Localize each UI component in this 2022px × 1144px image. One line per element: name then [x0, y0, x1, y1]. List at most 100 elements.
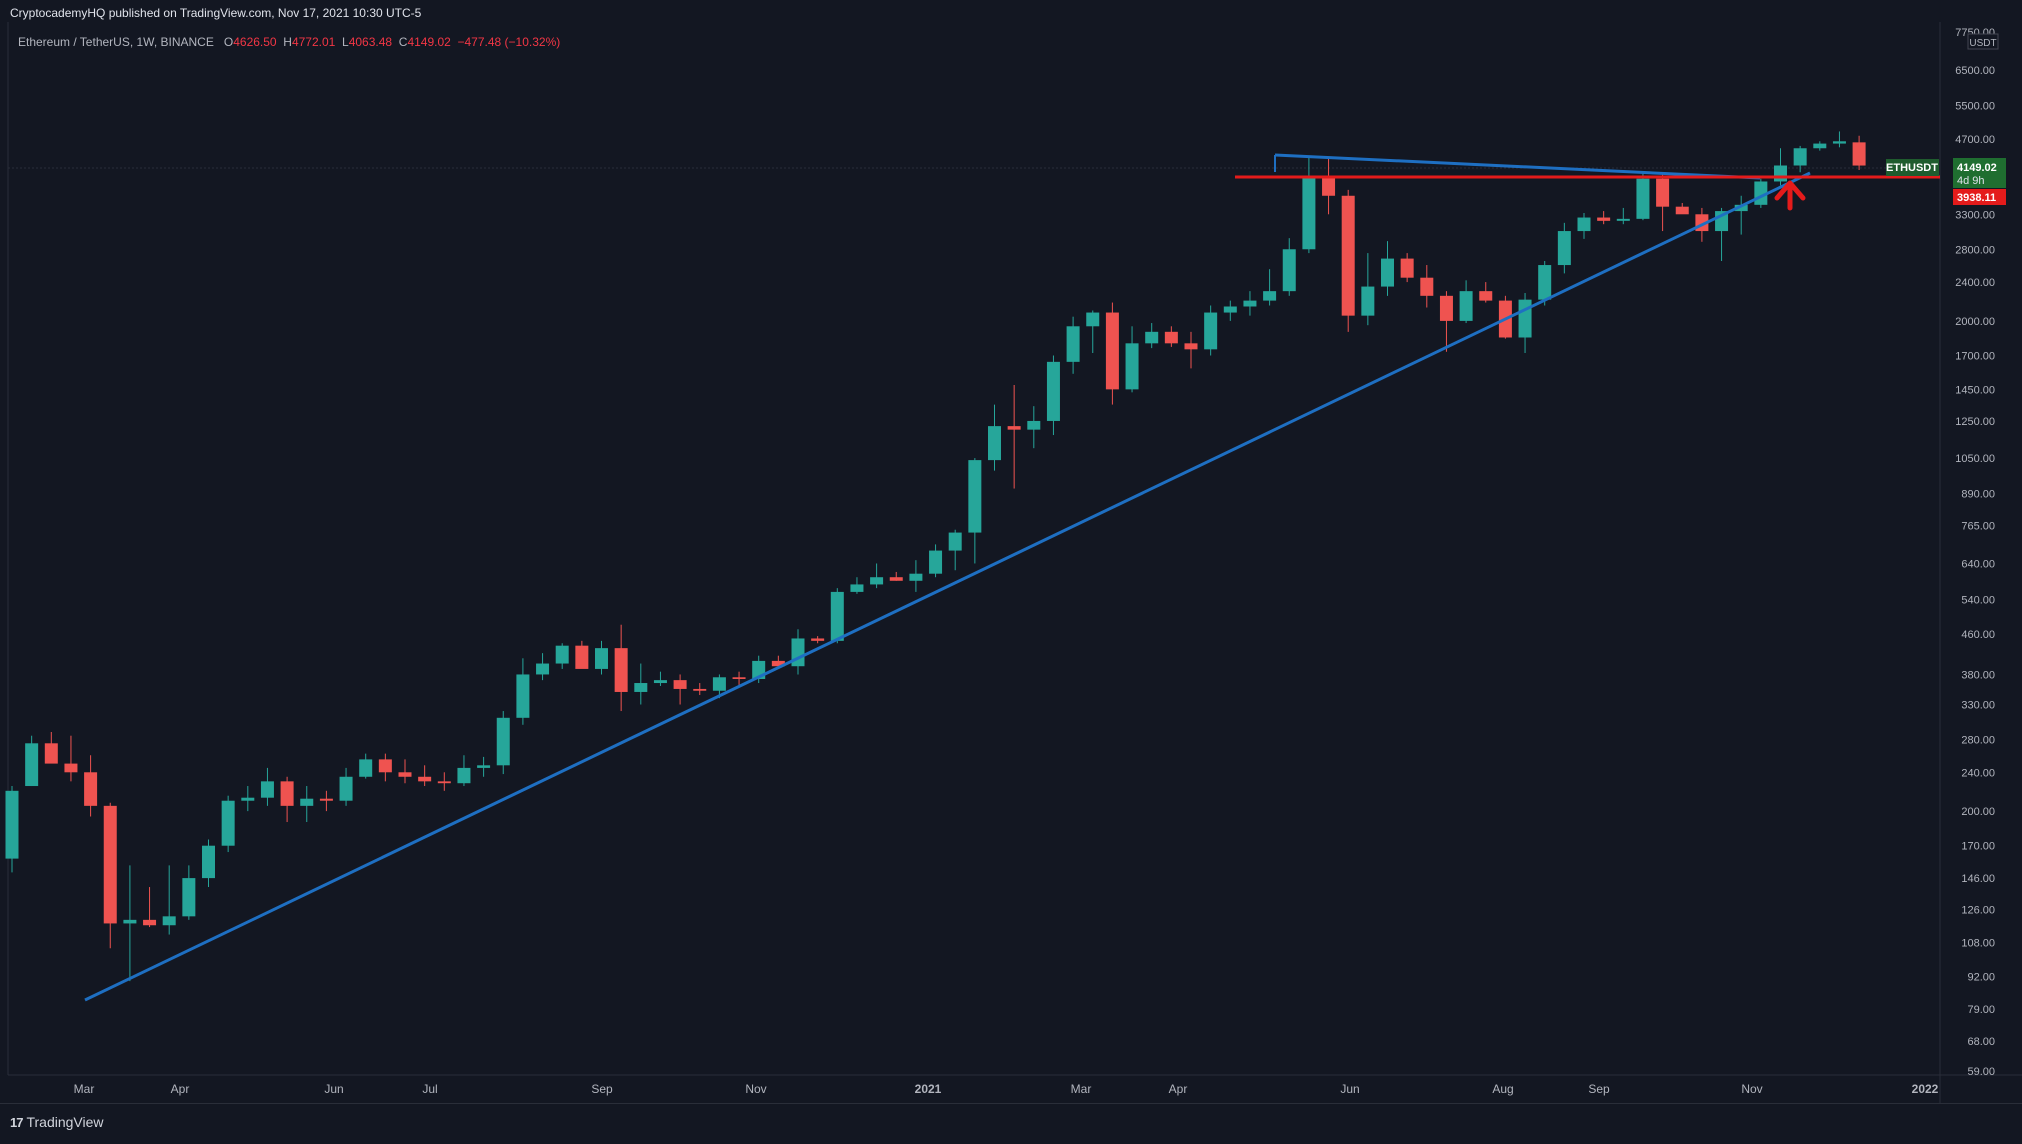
candle-body — [221, 800, 235, 846]
symbol-legend: Ethereum / TetherUS, 1W, BINANCE O4626.5… — [18, 35, 560, 49]
candle-body — [1282, 249, 1296, 292]
price-tick-label: 68.00 — [1967, 1036, 1995, 1048]
open-key: O — [223, 35, 234, 49]
candle-body — [1518, 299, 1532, 338]
candle-body — [300, 798, 314, 806]
candle-body — [1636, 178, 1650, 219]
candle-body — [1793, 148, 1807, 166]
candle-body — [653, 680, 667, 684]
candle-body — [1263, 291, 1277, 301]
candle-body — [1538, 265, 1552, 300]
candle-body — [536, 663, 550, 675]
price-tick-label: 3300.00 — [1955, 209, 1995, 221]
candle-body — [162, 916, 176, 926]
candle-body — [850, 584, 864, 592]
candle-body — [319, 798, 333, 801]
price-tick-label: 2000.00 — [1955, 316, 1995, 328]
candle-body — [929, 550, 943, 574]
candle-body — [143, 919, 157, 926]
time-axis[interactable]: Mar Apr Jun Jul Sep Nov 2021 Mar Apr Jun Aug Sep Nov… — [74, 1082, 1939, 1096]
time-tick-label: 2022 — [1912, 1082, 1939, 1096]
time-tick-label: Apr — [171, 1082, 190, 1096]
candle-body — [1046, 361, 1060, 421]
symbol-tag: ETHUSDT — [1886, 162, 1938, 174]
tradingview-wordmark: TradingView — [26, 1114, 104, 1130]
price-axis[interactable]: 7750.006500.005500.004700.003300.002800.… — [1886, 27, 2006, 1078]
price-tick-label: 540.00 — [1961, 595, 1995, 607]
candle-body — [378, 759, 392, 773]
price-tick-label: 79.00 — [1967, 1004, 1995, 1016]
price-tick-label: 2400.00 — [1955, 277, 1995, 289]
candle-body — [1400, 258, 1414, 278]
candle-body — [25, 743, 39, 787]
candle-body — [1145, 331, 1159, 344]
candle-body — [595, 648, 608, 669]
candle-body — [830, 591, 844, 641]
candle-body — [1616, 218, 1630, 221]
candle-body — [1734, 204, 1748, 212]
published-by: CryptocademyHQ published on TradingView.… — [10, 6, 422, 20]
price-tick-label: 1450.00 — [1955, 384, 1995, 396]
time-tick-label: Sep — [1588, 1082, 1610, 1096]
time-tick-label: 2021 — [915, 1082, 942, 1096]
low-key: L — [342, 35, 349, 49]
candle-body — [1341, 195, 1355, 316]
time-tick-label: Mar — [74, 1082, 95, 1096]
red-arrow-icon — [1774, 180, 1806, 211]
price-tick-label: 200.00 — [1961, 806, 1995, 818]
time-tick-label: Sep — [591, 1082, 613, 1096]
currency-box[interactable] — [1967, 33, 1999, 50]
tradingview-logo[interactable]: 17 TradingView — [10, 1114, 104, 1130]
candle-body — [84, 772, 98, 806]
candle-body — [948, 532, 962, 551]
price-tick-label: 460.00 — [1961, 629, 1995, 641]
high-key: H — [283, 35, 292, 49]
time-tick-label: Apr — [1169, 1082, 1188, 1096]
candle-body — [555, 645, 569, 664]
candle-body — [1813, 143, 1827, 149]
symbol-title[interactable]: Ethereum / TetherUS, 1W, BINANCE — [18, 35, 214, 49]
high-value: 4772.01 — [291, 35, 336, 49]
candle-body — [1164, 331, 1178, 344]
candle-body — [791, 638, 805, 667]
descending-trendline[interactable] — [1274, 153, 1761, 180]
candle-body — [1007, 426, 1021, 430]
candle-body — [1832, 141, 1846, 144]
candle-body — [673, 680, 687, 689]
candle-body — [339, 776, 353, 801]
candle-body — [712, 677, 726, 691]
line-price-tag-bg — [1953, 189, 2006, 205]
price-tick-label: 1050.00 — [1955, 453, 1995, 465]
candle-body — [1597, 217, 1611, 221]
candle-body — [437, 781, 451, 784]
candle-body — [1381, 258, 1394, 287]
candle-body — [634, 683, 648, 692]
candle-body — [44, 743, 58, 764]
time-tick-label: Jul — [422, 1082, 437, 1096]
price-tick-label: 126.00 — [1961, 904, 1995, 916]
candle-body — [1204, 312, 1218, 350]
last-price-tag-bg — [1953, 158, 2006, 188]
price-tick-label: 59.00 — [1967, 1066, 1995, 1078]
candle-body — [1420, 277, 1434, 296]
candle-body — [1223, 306, 1237, 313]
price-tick-label: 330.00 — [1961, 699, 1995, 711]
price-tick-label: 280.00 — [1961, 734, 1995, 746]
line-price-tag: 3938.11 — [1957, 192, 1996, 204]
drawings-group[interactable] — [84, 153, 1940, 1002]
candle-body — [1577, 217, 1591, 232]
candle-body — [889, 577, 903, 581]
price-tick-label: 92.00 — [1967, 971, 1995, 983]
candle-body — [103, 805, 117, 924]
candle-body — [693, 688, 707, 691]
ascending-trendline[interactable] — [84, 171, 1811, 1002]
candle-body — [968, 460, 982, 533]
candle-body — [771, 660, 785, 667]
candle-body — [811, 638, 825, 641]
candle-body — [1066, 326, 1080, 362]
time-tick-label: Aug — [1492, 1082, 1513, 1096]
price-tick-label: 765.00 — [1961, 520, 1995, 532]
